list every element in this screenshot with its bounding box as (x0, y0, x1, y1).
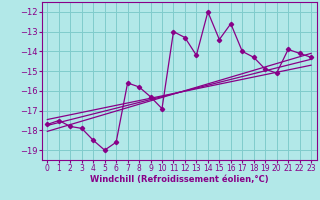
X-axis label: Windchill (Refroidissement éolien,°C): Windchill (Refroidissement éolien,°C) (90, 175, 268, 184)
